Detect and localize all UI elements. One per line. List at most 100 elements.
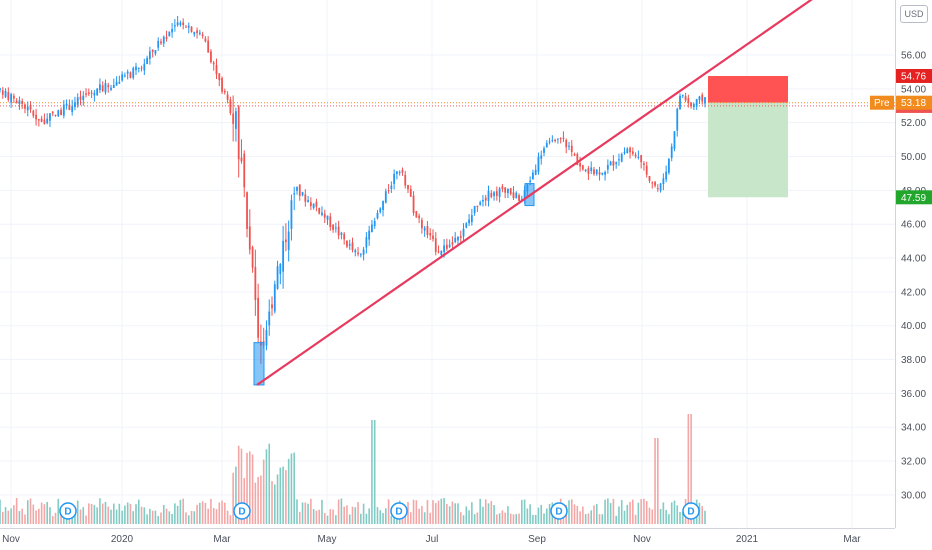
- candle-body: [540, 155, 543, 159]
- candle-body: [473, 206, 476, 214]
- volume-bar: [595, 504, 598, 524]
- volume-bar: [448, 506, 451, 524]
- volume-bar: [276, 474, 279, 524]
- candle-body: [548, 141, 551, 143]
- volume-bar: [432, 500, 434, 524]
- volume-bar: [107, 506, 110, 524]
- target-price-label-text: 47.59: [901, 193, 926, 204]
- volume-bar: [537, 507, 540, 524]
- volume-bar: [501, 510, 504, 524]
- take-profit-zone[interactable]: [708, 102, 788, 198]
- candle-body: [629, 147, 631, 153]
- volume-bar: [490, 501, 493, 524]
- volume-bar: [620, 500, 623, 524]
- volume-bar: [218, 502, 221, 524]
- candle-body: [301, 192, 304, 196]
- stop-loss-zone[interactable]: [708, 75, 788, 103]
- position-zones[interactable]: [708, 75, 788, 198]
- candle-body: [651, 182, 654, 184]
- candle-body: [351, 242, 354, 250]
- candle-body: [107, 85, 110, 88]
- low-highlight-box[interactable]: [253, 342, 265, 386]
- dividend-marker[interactable]: D: [233, 502, 251, 520]
- volume-bar: [273, 484, 276, 524]
- volume-bar: [79, 509, 82, 524]
- candle-body: [135, 66, 137, 71]
- candle-body: [387, 190, 390, 192]
- volume-bar: [390, 515, 393, 524]
- dividend-marker[interactable]: D: [550, 502, 568, 520]
- volume-bar: [229, 515, 232, 524]
- candle-body: [151, 49, 154, 53]
- candle-body: [359, 254, 362, 256]
- candle-body: [304, 194, 307, 202]
- candle-body: [432, 235, 434, 239]
- candle-body: [43, 119, 46, 124]
- candle-body: [604, 171, 606, 175]
- volume-bar: [129, 503, 132, 524]
- dividend-marker[interactable]: D: [390, 502, 408, 520]
- volume-bar: [626, 504, 629, 524]
- candle-body: [498, 188, 501, 197]
- volume-bar: [35, 510, 37, 524]
- volume-bar: [182, 498, 184, 524]
- volume-bar: [257, 476, 259, 524]
- candle-body: [418, 215, 421, 219]
- pre-market-price-bg: [896, 95, 932, 110]
- candle-body: [7, 92, 10, 100]
- volume-bar: [185, 512, 187, 524]
- volume-bar: [657, 438, 659, 524]
- dividend-circle: [59, 502, 77, 520]
- candle-body: [443, 245, 445, 253]
- candle-body: [82, 95, 85, 101]
- time-tick-label: 2020: [111, 534, 134, 545]
- candle-body: [470, 215, 473, 223]
- candle-body: [518, 195, 520, 202]
- candle-body: [46, 118, 49, 124]
- candle-body: [465, 223, 468, 228]
- volume-bar: [96, 507, 98, 524]
- time-axis[interactable]: Nov 2020 Mar May Jul Sep Nov 2021 Mar: [2, 534, 861, 545]
- candle-body: [271, 304, 273, 309]
- candle-body: [215, 64, 218, 75]
- candle-body: [429, 233, 432, 236]
- trendline-group[interactable]: [256, 0, 815, 386]
- volume-bar: [573, 504, 576, 524]
- volume-bar: [409, 512, 412, 524]
- volume-bar: [570, 499, 573, 524]
- price-tick-label: 34.00: [901, 423, 926, 434]
- candle-body: [595, 169, 598, 174]
- dividend-marker[interactable]: D: [682, 502, 700, 520]
- candle-body: [282, 240, 285, 272]
- currency-button[interactable]: USD: [900, 5, 928, 23]
- volume-bar: [0, 499, 1, 524]
- trendline[interactable]: [256, 0, 815, 386]
- candle-body: [515, 192, 518, 199]
- candle-body: [79, 96, 82, 100]
- volume-bar: [690, 414, 692, 524]
- volume-bar: [74, 509, 76, 524]
- candle-body: [615, 162, 618, 165]
- dividend-marker[interactable]: D: [59, 502, 77, 520]
- candle-body: [468, 219, 470, 224]
- candle-body: [210, 51, 212, 63]
- candle-body: [698, 96, 701, 100]
- volume-bar: [687, 414, 690, 524]
- candle-body: [157, 40, 160, 48]
- candle-body: [182, 22, 185, 26]
- candle-body: [379, 208, 382, 213]
- candle-body: [409, 188, 412, 197]
- candle-body: [687, 98, 690, 103]
- candle-body: [334, 227, 337, 229]
- candle-body: [612, 161, 615, 166]
- candle-body: [440, 250, 443, 256]
- candle-body: [40, 118, 43, 122]
- volume-bar: [282, 466, 284, 524]
- volume-bar: [232, 472, 234, 524]
- candle-body: [15, 100, 18, 104]
- candle-body: [60, 109, 62, 115]
- stop-price-label: 54.76: [896, 68, 932, 83]
